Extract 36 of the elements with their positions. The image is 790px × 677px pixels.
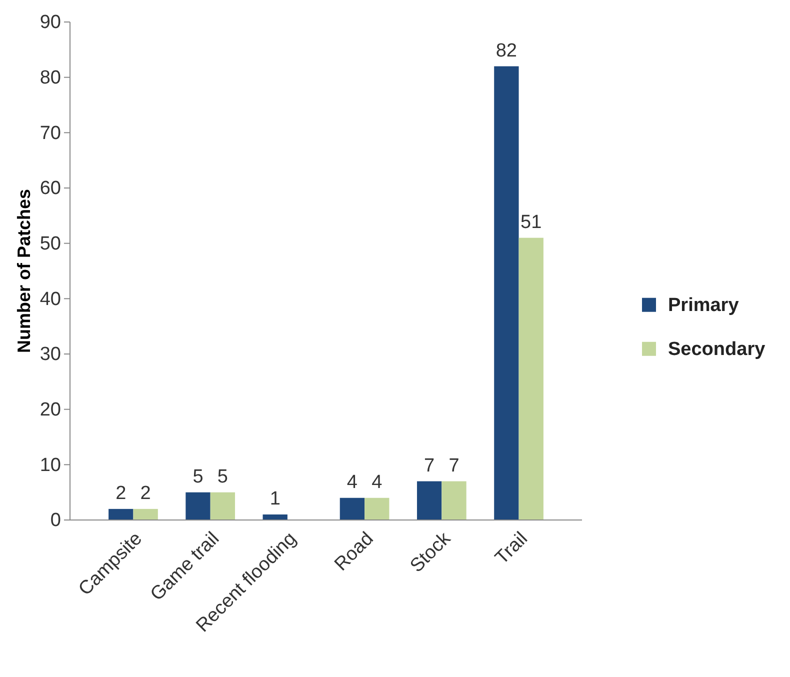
- bar: [416, 481, 442, 520]
- data-label: 82: [496, 40, 518, 62]
- data-label: 7: [448, 455, 460, 476]
- y-tick-label: 0: [50, 510, 61, 532]
- y-tick-label: 50: [40, 233, 61, 254]
- bar: [108, 508, 134, 520]
- data-label: 2: [116, 482, 126, 504]
- bar: [186, 492, 210, 520]
- bar: [518, 238, 544, 520]
- y-tick-label: 40: [40, 288, 61, 310]
- data-label: 5: [217, 466, 228, 488]
- y-tick-label: 80: [40, 67, 61, 88]
- bar: [442, 481, 466, 520]
- y-tick-label: 90: [40, 12, 61, 34]
- bar: [340, 498, 365, 520]
- data-label: 4: [372, 472, 383, 493]
- data-label: 51: [520, 212, 542, 233]
- y-axis-title: Number of Patches: [14, 188, 34, 354]
- data-label: 7: [424, 455, 435, 476]
- y-tick-label: 70: [40, 122, 61, 144]
- bar: [494, 66, 519, 520]
- bar: [210, 492, 236, 520]
- legend-label: Primary: [668, 294, 740, 316]
- data-label: 1: [270, 488, 280, 510]
- y-tick-label: 60: [40, 178, 61, 200]
- y-tick-label: 20: [40, 399, 61, 420]
- data-label: 4: [346, 472, 358, 493]
- bar: [133, 508, 158, 520]
- y-tick-label: 30: [40, 344, 61, 366]
- legend-label: Secondary: [668, 338, 766, 360]
- y-tick-label: 10: [40, 454, 61, 476]
- x-tick-label: Trail: [491, 528, 532, 569]
- bar: [364, 498, 390, 520]
- bar: [262, 514, 288, 520]
- data-label: 2: [140, 482, 151, 504]
- data-label: 5: [192, 466, 204, 488]
